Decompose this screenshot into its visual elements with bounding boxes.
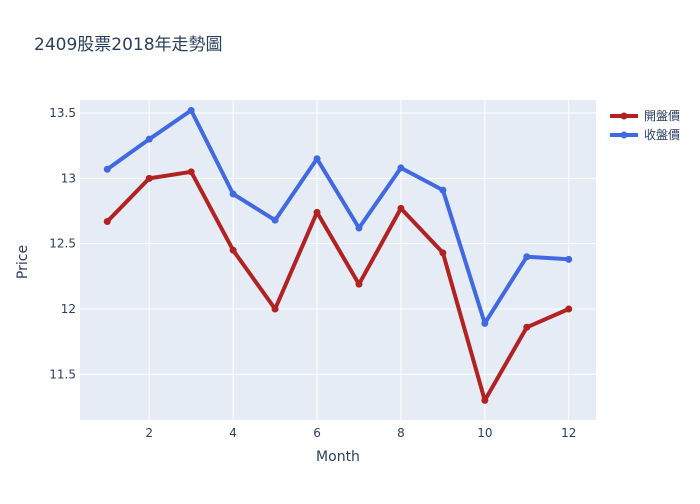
data-point[interactable] [271,305,279,313]
data-point[interactable] [397,204,405,212]
data-point[interactable] [565,255,573,263]
legend-swatch-marker [620,112,628,120]
tick-labels: 2 4 6 8 10 12 11.5 12 12.5 13 13.5 [49,106,576,440]
x-tick-label: 2 [145,426,153,440]
data-point[interactable] [565,305,573,313]
data-point[interactable] [103,217,111,225]
grid-lines [80,100,596,420]
data-point[interactable] [355,280,363,288]
data-point[interactable] [187,106,195,114]
y-axis-title: Price [15,245,31,279]
data-point[interactable] [523,323,531,331]
data-point[interactable] [271,216,279,224]
data-point[interactable] [439,249,447,257]
y-tick-label: 13 [61,171,76,185]
legend-swatch-marker [620,131,628,139]
legend-item-2[interactable]: 收盤價 [610,128,680,142]
data-point[interactable] [313,208,321,216]
series-line-2 [105,108,571,326]
data-point[interactable] [187,168,195,176]
data-point[interactable] [103,165,111,173]
data-point[interactable] [313,155,321,163]
data-point[interactable] [145,174,153,182]
y-tick-label: 13.5 [49,106,76,120]
legend-item-1[interactable]: 開盤價 [610,109,680,123]
x-tick-label: 6 [313,426,321,440]
x-axis-title: Month [316,449,360,465]
data-point[interactable] [229,190,237,198]
data-point[interactable] [229,246,237,254]
legend-label: 開盤價 [644,109,680,123]
x-tick-label: 10 [477,426,492,440]
data-point[interactable] [481,319,489,327]
x-tick-label: 4 [229,426,237,440]
data-point[interactable] [397,164,405,172]
y-tick-label: 12.5 [49,237,76,251]
y-tick-label: 11.5 [49,367,76,381]
plot-area [80,100,596,420]
data-point[interactable] [439,186,447,194]
chart-title: 2409股票2018年走勢圖 [34,35,223,55]
x-tick-label: 12 [561,426,576,440]
data-point[interactable] [355,224,363,232]
y-tick-label: 12 [61,302,76,316]
data-point[interactable] [145,135,153,143]
legend-label: 收盤價 [644,128,680,142]
data-point[interactable] [481,396,489,404]
x-tick-label: 8 [397,426,405,440]
series-layer [103,106,573,404]
data-point[interactable] [523,253,531,261]
series-line-1 [105,169,571,403]
